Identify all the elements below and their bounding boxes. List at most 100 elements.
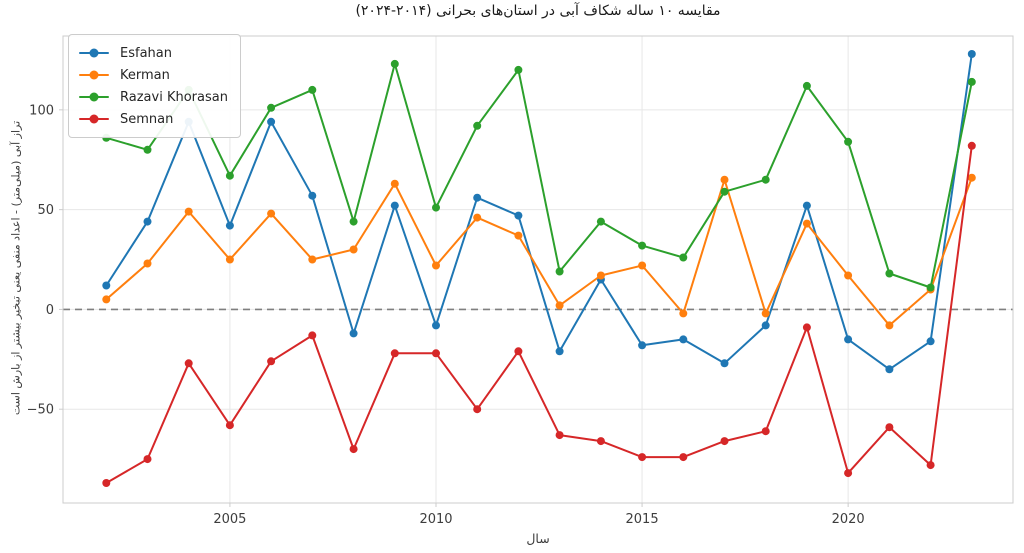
data-point <box>267 103 276 112</box>
data-point <box>432 321 440 330</box>
data-point <box>844 469 853 478</box>
data-point <box>679 253 688 262</box>
data-point <box>638 261 647 270</box>
data-point <box>349 245 358 254</box>
legend-item-kerman: Kerman <box>79 64 228 86</box>
y-tick-label: −50 <box>27 403 54 418</box>
data-point <box>967 141 976 150</box>
data-point <box>638 241 647 250</box>
data-point <box>473 405 482 414</box>
data-point <box>761 321 770 330</box>
data-point <box>679 335 688 344</box>
data-point <box>555 431 564 440</box>
data-point <box>102 295 111 304</box>
data-point <box>844 137 853 146</box>
x-tick-label: 2005 <box>213 512 246 527</box>
legend-line-marker <box>79 114 109 124</box>
data-point <box>638 341 647 350</box>
legend-line-marker <box>79 92 109 102</box>
data-point <box>802 219 811 228</box>
data-point <box>967 173 976 182</box>
data-point <box>926 461 935 470</box>
series-semnan <box>102 141 976 487</box>
data-point <box>143 259 152 268</box>
legend-dot-marker <box>89 92 99 102</box>
data-point <box>432 349 440 358</box>
data-point <box>514 65 523 74</box>
data-point <box>885 269 894 278</box>
data-point <box>761 427 770 436</box>
data-point <box>885 321 894 330</box>
data-point <box>679 453 688 462</box>
data-point <box>184 207 193 216</box>
data-point <box>143 455 152 464</box>
data-point <box>514 211 523 220</box>
data-point <box>184 359 193 368</box>
series-line <box>106 62 973 289</box>
data-point <box>596 217 605 226</box>
legend: Esfahan Kerman Razavi Khorasan Semnan <box>68 34 241 138</box>
legend-dot-marker <box>89 48 99 58</box>
legend-dot-marker <box>89 70 99 80</box>
legend-label: Esfahan <box>120 45 172 61</box>
data-point <box>720 437 729 446</box>
data-point <box>802 323 811 332</box>
data-point <box>473 213 482 222</box>
data-point <box>844 271 853 280</box>
chart-title: مقایسه ۱۰ ساله شکاف آبی در استان‌های بحر… <box>355 3 721 19</box>
data-point <box>967 77 976 86</box>
data-point <box>390 179 399 188</box>
data-point <box>143 217 152 226</box>
data-point <box>225 255 234 264</box>
x-tick-label: 2020 <box>832 512 865 527</box>
data-point <box>596 271 605 280</box>
data-point <box>926 337 935 346</box>
y-tick-label: 50 <box>37 203 54 218</box>
legend-label: Razavi Khorasan <box>120 89 228 105</box>
data-point <box>473 121 482 130</box>
data-point <box>638 453 647 462</box>
data-point <box>390 349 399 358</box>
data-point <box>308 191 317 200</box>
data-point <box>679 309 688 318</box>
legend-dot-marker <box>89 114 99 124</box>
x-tick-label: 2015 <box>626 512 659 527</box>
plot-border <box>62 35 1014 504</box>
legend-item-semnan: Semnan <box>79 108 228 130</box>
data-point <box>596 437 605 446</box>
data-point <box>967 50 976 58</box>
series-line <box>105 177 973 327</box>
data-point <box>802 81 811 90</box>
series-line <box>105 145 973 484</box>
data-point <box>844 335 853 344</box>
data-point <box>267 209 276 218</box>
data-point <box>473 193 482 202</box>
data-point <box>308 85 317 94</box>
data-point <box>225 421 234 430</box>
y-axis-label: تراز آبی (میلی‌متر) - اعداد منفی یعنی تب… <box>9 120 23 416</box>
data-point <box>761 175 770 184</box>
data-point <box>720 359 729 368</box>
data-point <box>761 309 770 318</box>
data-point <box>308 331 317 340</box>
y-tick-label: 100 <box>29 103 54 118</box>
data-point <box>432 203 440 212</box>
legend-label: Kerman <box>120 67 170 83</box>
legend-label: Semnan <box>120 111 174 127</box>
data-point <box>432 261 440 270</box>
data-point <box>390 201 399 210</box>
data-point <box>555 267 564 276</box>
data-point <box>143 145 152 154</box>
data-point <box>390 59 399 68</box>
data-point <box>926 283 935 292</box>
x-tick-label: 2010 <box>419 512 452 527</box>
data-point <box>555 301 564 310</box>
data-point <box>720 187 729 196</box>
x-axis-label: سال <box>526 531 550 546</box>
data-point <box>349 445 358 454</box>
data-point <box>514 231 523 240</box>
data-point <box>102 281 111 290</box>
legend-item-razavi-khorasan: Razavi Khorasan <box>79 86 228 108</box>
data-point <box>720 175 729 184</box>
data-point <box>514 347 523 356</box>
